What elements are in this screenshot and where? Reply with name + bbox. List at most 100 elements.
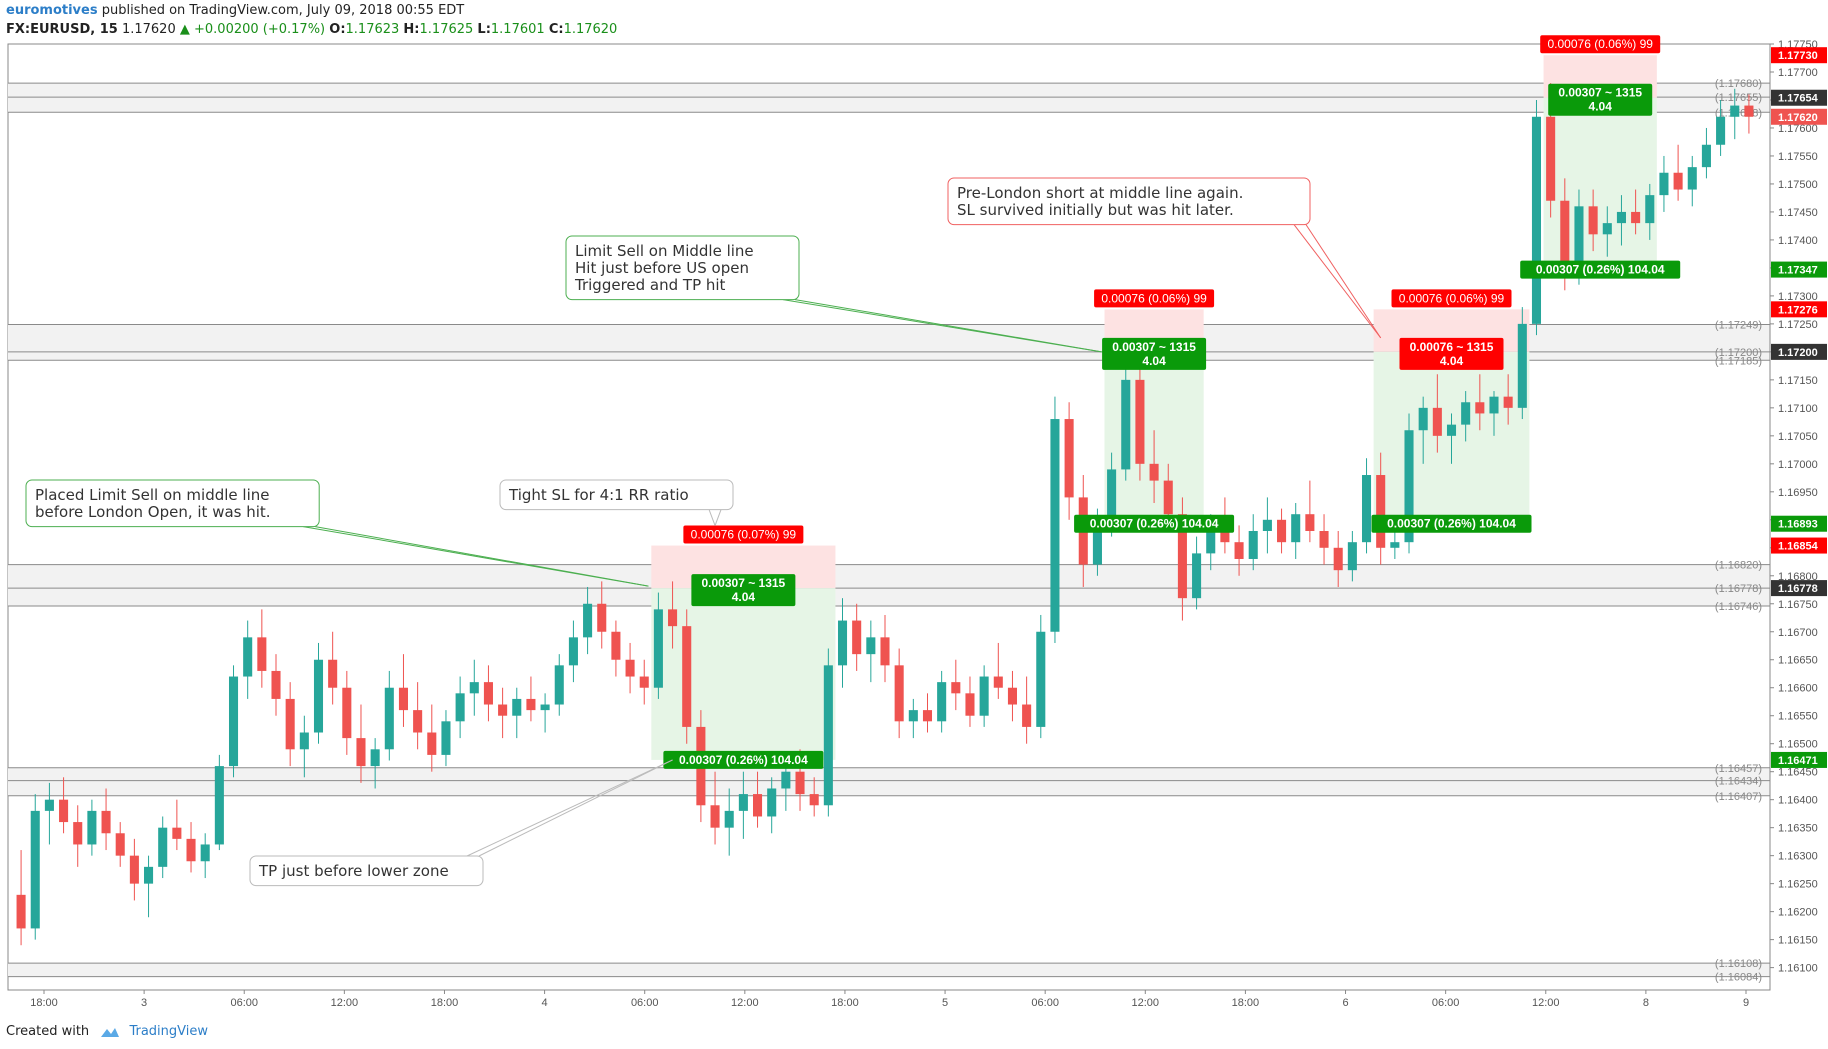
candle-body-5	[87, 810, 97, 845]
candle-body-86	[1234, 542, 1244, 559]
candle-body-62	[894, 665, 904, 722]
candle-body-2	[44, 799, 54, 811]
zone-band-5	[8, 588, 1770, 607]
callout-text-0-0: Placed Limit Sell on middle line	[35, 486, 270, 504]
x-tick-label-15: 12:00	[1532, 997, 1560, 1009]
price-badge-label-0: 1.17730	[1778, 50, 1818, 62]
candle-body-121	[1730, 105, 1740, 117]
y-tick-label-26: 1.16450	[1778, 767, 1818, 779]
footer: Created with TradingView	[6, 1024, 208, 1039]
level-label-3: (1.17249)	[1715, 319, 1762, 331]
trade-target-box-3	[1520, 260, 1681, 279]
open-key: O:	[329, 22, 346, 37]
candle-body-47	[682, 626, 692, 727]
price-badge-7	[1771, 537, 1827, 554]
trade-target-label-0: 0.00307 (0.26%) 104.04	[679, 753, 808, 767]
level-label-9: (1.16457)	[1715, 763, 1762, 775]
callout-pointer-a-1	[708, 509, 716, 526]
candle-body-72	[1036, 631, 1046, 727]
candle-body-7	[115, 833, 125, 856]
level-label-5: (1.17185)	[1715, 355, 1762, 367]
candle-body-107	[1531, 116, 1542, 324]
y-tick-label-12: 1.17150	[1778, 375, 1818, 387]
candle-body-20	[299, 732, 309, 750]
y-tick-label-32: 1.16150	[1778, 935, 1818, 947]
trade-target-box-2	[1371, 514, 1532, 533]
price-badge-label-1: 1.17654	[1778, 93, 1819, 105]
candle-body-80	[1149, 463, 1159, 481]
candle-body-55	[795, 771, 805, 795]
x-tick-label-8: 18:00	[831, 997, 859, 1009]
x-tick-label-2: 06:00	[230, 997, 258, 1009]
callout-text-3-0: Limit Sell on Middle line	[575, 242, 754, 260]
candle-body-109	[1560, 200, 1570, 274]
trade-target-box-1	[1074, 514, 1235, 533]
callout-pointer-b-0	[315, 526, 649, 587]
candle-body-4	[73, 822, 83, 845]
tradingview-link[interactable]: TradingView	[129, 1024, 208, 1039]
trade-entry-box-1	[1102, 337, 1207, 370]
y-tick-label-28: 1.16350	[1778, 823, 1818, 835]
candle-body-33	[483, 682, 493, 705]
callout-pointer-a-2	[466, 759, 673, 857]
price-badge-0	[1771, 47, 1827, 64]
level-label-13: (1.16084)	[1715, 972, 1762, 984]
candle-body-51	[738, 794, 748, 811]
candle-body-89	[1277, 519, 1287, 543]
close-value: 1.17620	[563, 22, 618, 37]
candle-body-46	[668, 609, 678, 627]
tradingview-cloud-icon	[101, 1027, 120, 1037]
candle-body-99	[1418, 407, 1428, 431]
low-key: L:	[477, 22, 491, 37]
y-tick-label-15: 1.17000	[1778, 459, 1818, 471]
y-tick-label-6: 1.17450	[1778, 207, 1818, 219]
y-tick-label-1: 1.17700	[1778, 67, 1818, 79]
candle-body-53	[767, 788, 777, 817]
callout-text-3-2: Triggered and TP hit	[574, 276, 726, 294]
price-badge-8	[1771, 580, 1827, 597]
level-label-8: (1.16746)	[1715, 601, 1762, 613]
candle-body-85	[1220, 525, 1230, 543]
trade-risk-box-2	[1391, 289, 1512, 308]
level-label-4: (1.17200)	[1715, 347, 1762, 359]
created-with-text: Created with	[6, 1024, 90, 1039]
candle-body-115	[1645, 195, 1655, 224]
candle-body-95	[1361, 475, 1372, 543]
author-name[interactable]: euromotives	[6, 3, 98, 18]
trade-reward-zone-0	[651, 588, 836, 760]
candle-body-104	[1489, 396, 1499, 414]
x-tick-label-7: 12:00	[731, 997, 759, 1009]
candle-body-44	[639, 676, 649, 688]
candle-body-9	[144, 866, 154, 884]
candle-body-30	[441, 721, 451, 755]
zone-band-0	[8, 83, 1770, 98]
price-change: ▲ +0.00200 (+0.17%)	[179, 22, 326, 37]
candle-body-13	[200, 844, 210, 862]
candle-body-38	[554, 665, 564, 705]
high-key: H:	[403, 22, 420, 37]
candle-body-37	[540, 704, 550, 711]
high-value: 1.17625	[419, 22, 474, 37]
candle-body-82	[1177, 514, 1187, 599]
candle-body-60	[866, 637, 876, 655]
trade-target-label-1: 0.00307 (0.26%) 104.04	[1090, 517, 1219, 531]
y-tick-label-3: 1.17600	[1778, 123, 1818, 135]
price-chart[interactable]: (1.17680)(1.17655)(1.17628)(1.17249)(1.1…	[0, 0, 1828, 1020]
level-label-1: (1.17655)	[1715, 92, 1762, 104]
candle-body-70	[1007, 687, 1017, 705]
trade-target-label-3: 0.00307 (0.26%) 104.04	[1536, 263, 1665, 277]
candle-body-103	[1475, 402, 1485, 414]
candle-body-90	[1291, 514, 1301, 543]
candle-body-12	[186, 838, 196, 862]
price-badge-label-2: 1.17620	[1778, 112, 1818, 124]
x-tick-label-16: 8	[1643, 997, 1649, 1009]
candle-body-108	[1546, 116, 1556, 201]
x-tick-label-12: 18:00	[1232, 997, 1260, 1009]
candle-body-91	[1305, 514, 1315, 531]
y-tick-label-7: 1.17400	[1778, 235, 1818, 247]
candle-body-25	[370, 749, 380, 767]
close-key: C:	[548, 22, 564, 37]
candle-body-34	[498, 704, 508, 716]
y-tick-label-27: 1.16400	[1778, 795, 1818, 807]
candle-body-100	[1432, 407, 1442, 436]
